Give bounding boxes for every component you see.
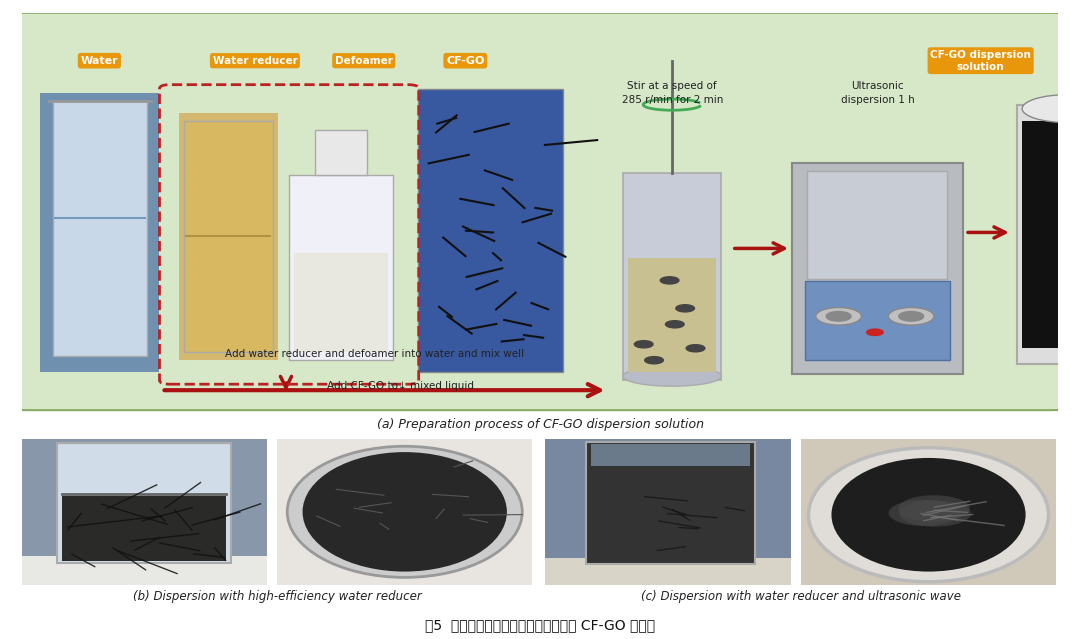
Circle shape <box>889 307 934 325</box>
Text: (a) Preparation process of CF-GO dispersion solution: (a) Preparation process of CF-GO dispers… <box>377 418 703 431</box>
FancyBboxPatch shape <box>315 130 367 174</box>
FancyBboxPatch shape <box>808 171 947 279</box>
FancyBboxPatch shape <box>276 439 532 585</box>
FancyBboxPatch shape <box>40 93 160 372</box>
Circle shape <box>826 311 851 321</box>
Circle shape <box>899 311 923 321</box>
FancyBboxPatch shape <box>586 442 755 564</box>
Text: Add water reducer and defoamer into water and mix well: Add water reducer and defoamer into wate… <box>225 350 524 359</box>
FancyBboxPatch shape <box>800 439 1056 585</box>
Ellipse shape <box>1022 95 1080 123</box>
FancyBboxPatch shape <box>629 258 716 372</box>
FancyBboxPatch shape <box>1022 121 1080 348</box>
FancyBboxPatch shape <box>623 173 721 380</box>
Circle shape <box>866 329 883 335</box>
Circle shape <box>815 307 862 325</box>
Circle shape <box>676 305 694 312</box>
FancyBboxPatch shape <box>592 444 750 466</box>
Text: Stir at a speed of
285 r/min for 2 min: Stir at a speed of 285 r/min for 2 min <box>621 81 723 105</box>
Ellipse shape <box>302 452 507 571</box>
Text: 图5  高效减水剂与超声波结合分散制备 CF-GO 分散液: 图5 高效减水剂与超声波结合分散制备 CF-GO 分散液 <box>424 618 656 632</box>
Ellipse shape <box>287 446 523 578</box>
FancyBboxPatch shape <box>179 112 278 360</box>
Text: CF-GO: CF-GO <box>446 56 485 66</box>
Ellipse shape <box>832 458 1026 571</box>
Circle shape <box>665 321 684 328</box>
Ellipse shape <box>889 500 960 526</box>
Ellipse shape <box>899 495 970 521</box>
FancyBboxPatch shape <box>185 121 272 352</box>
FancyBboxPatch shape <box>418 89 563 372</box>
FancyBboxPatch shape <box>22 555 267 585</box>
Ellipse shape <box>623 366 721 386</box>
FancyBboxPatch shape <box>806 281 949 360</box>
FancyBboxPatch shape <box>545 558 791 585</box>
FancyBboxPatch shape <box>57 443 231 563</box>
Ellipse shape <box>900 500 971 527</box>
Text: Water: Water <box>81 56 118 66</box>
FancyBboxPatch shape <box>545 439 791 585</box>
FancyBboxPatch shape <box>53 101 147 357</box>
FancyBboxPatch shape <box>63 496 226 562</box>
FancyBboxPatch shape <box>22 439 267 585</box>
Circle shape <box>686 344 705 352</box>
FancyBboxPatch shape <box>1017 105 1080 364</box>
Text: (c) Dispersion with water reducer and ultrasonic wave: (c) Dispersion with water reducer and ul… <box>640 590 961 603</box>
Circle shape <box>645 357 663 364</box>
FancyBboxPatch shape <box>1 13 1077 410</box>
Text: Defoamer: Defoamer <box>335 56 393 66</box>
Text: Add CF-GO to↓ mixed liquid: Add CF-GO to↓ mixed liquid <box>326 381 473 391</box>
Text: Water reducer: Water reducer <box>213 56 297 66</box>
FancyBboxPatch shape <box>792 162 963 374</box>
Text: CF-GO dispersion
solution: CF-GO dispersion solution <box>930 50 1031 72</box>
Text: (b) Dispersion with high-efficiency water reducer: (b) Dispersion with high-efficiency wate… <box>133 590 421 603</box>
Circle shape <box>660 277 679 284</box>
Text: Ultrasonic
dispersion 1 h: Ultrasonic dispersion 1 h <box>840 81 915 105</box>
FancyBboxPatch shape <box>294 253 388 352</box>
Circle shape <box>634 341 653 348</box>
Ellipse shape <box>809 448 1049 581</box>
FancyBboxPatch shape <box>289 174 393 360</box>
